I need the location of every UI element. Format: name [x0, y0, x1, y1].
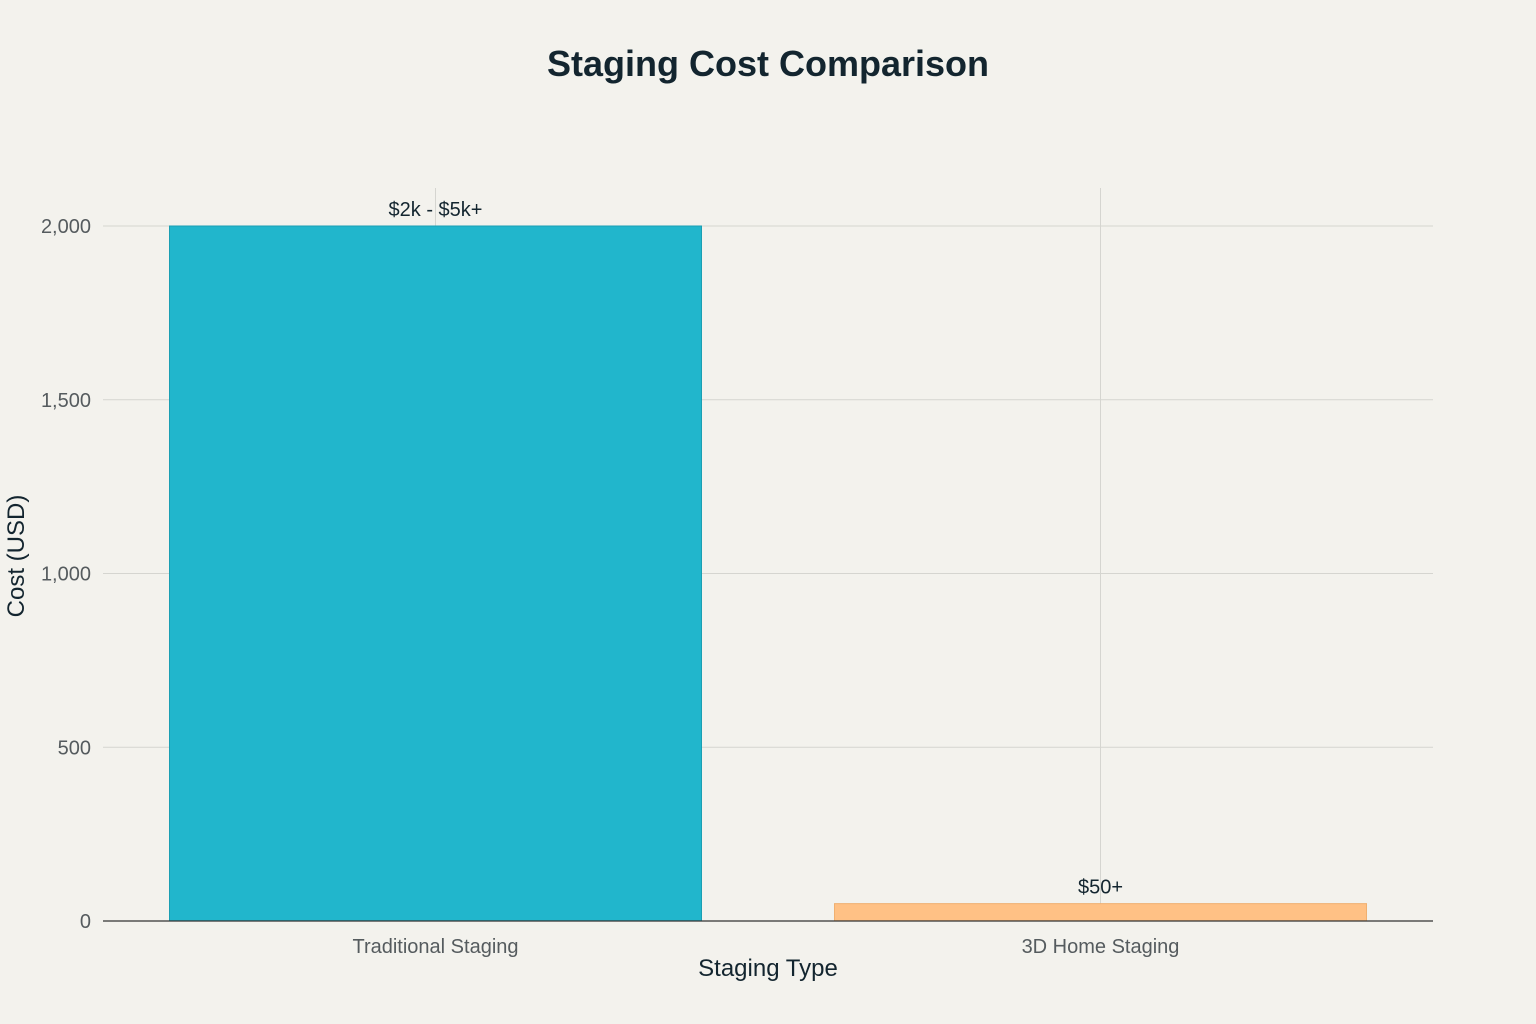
axis-layer: 0 500 1,000 1,500 2,000 Traditional Staging 3D… [41, 216, 1433, 958]
x-tick-label: 3D Home Staging [1022, 936, 1180, 958]
data-label: $50+ [1078, 877, 1123, 899]
chart-title: Staging Cost Comparison [547, 43, 989, 84]
bar-traditional-staging [169, 225, 702, 922]
y-tick-label: 0 [80, 911, 91, 933]
y-tick-label: 500 [58, 737, 91, 759]
label-layer: $2k - $5k+ $50+ [389, 199, 1124, 899]
x-axis-title: Staging Type [698, 955, 838, 982]
y-tick-label: 1,500 [41, 390, 91, 412]
data-label: $2k - $5k+ [389, 199, 483, 221]
bar-3d-home-staging [834, 903, 1367, 922]
x-tick-label: Traditional Staging [352, 936, 518, 958]
y-tick-label: 2,000 [41, 216, 91, 238]
y-axis-title: Cost (USD) [3, 495, 30, 618]
bar-layer [169, 225, 1367, 922]
y-tick-label: 1,000 [41, 564, 91, 586]
